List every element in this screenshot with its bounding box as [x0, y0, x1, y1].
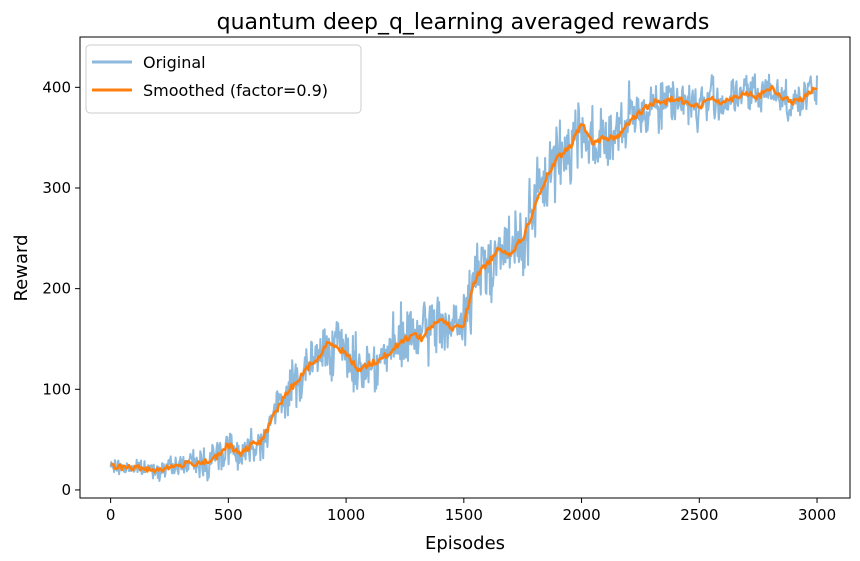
x-tick-label: 2500	[680, 506, 718, 524]
plot-lines	[109, 73, 818, 482]
y-axis: 0 100 200 300 400	[42, 78, 80, 499]
y-tick-label: 0	[61, 481, 71, 499]
x-tick-label: 0	[106, 506, 116, 524]
y-tick-label: 300	[42, 179, 71, 197]
legend: Original Smoothed (factor=0.9)	[85, 44, 362, 114]
series-original-line	[109, 73, 818, 482]
legend-label-smoothed: Smoothed (factor=0.9)	[143, 81, 328, 100]
series-smoothed-line	[110, 84, 818, 474]
y-tick-label: 400	[42, 78, 71, 96]
x-axis-label: Episodes	[425, 533, 505, 554]
x-tick-label: 3000	[798, 506, 836, 524]
chart-title: quantum deep_q_learning averaged rewards	[217, 10, 710, 35]
y-tick-label: 200	[42, 280, 71, 298]
x-tick-label: 1000	[327, 506, 365, 524]
y-axis-label: Reward	[11, 234, 32, 301]
x-tick-label: 500	[214, 506, 243, 524]
legend-label-original: Original	[143, 53, 206, 72]
y-tick-label: 100	[42, 380, 71, 398]
x-tick-label: 1500	[445, 506, 483, 524]
x-axis: 0 500 1000 1500 2000 2500 3000	[106, 498, 836, 524]
legend-box	[85, 44, 362, 114]
plot-frame	[79, 36, 851, 499]
x-tick-label: 2000	[562, 506, 600, 524]
